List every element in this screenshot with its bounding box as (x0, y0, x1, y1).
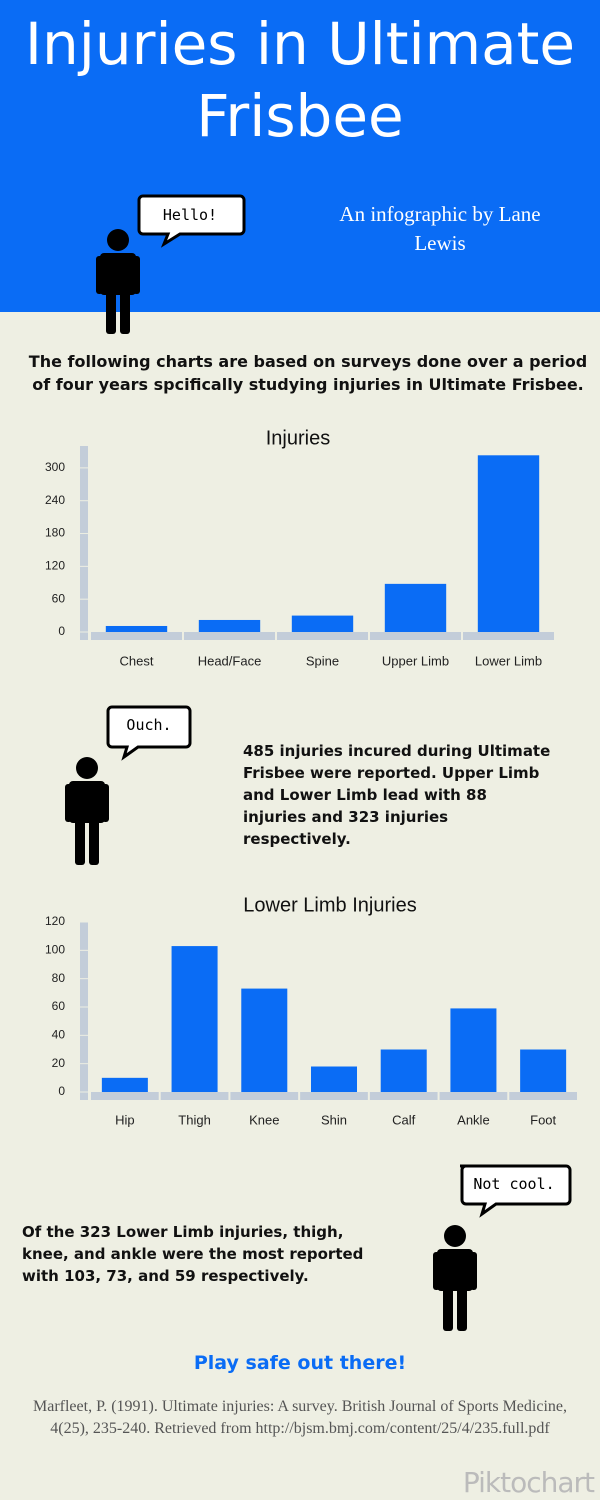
baseline-segment (300, 1092, 368, 1100)
bubble-text: Ouch. (126, 716, 171, 734)
chart-title: Lower Limb Injuries (243, 894, 416, 916)
x-tick-label: Upper Limb (382, 653, 449, 668)
x-tick-label: Lower Limb (475, 653, 542, 668)
baseline-segment (369, 1092, 438, 1100)
baseline-segment (91, 632, 182, 640)
y-tick-label: 240 (45, 493, 65, 507)
y-tick-label: 180 (45, 526, 65, 540)
bar (520, 1049, 567, 1092)
stick-figure (65, 757, 109, 865)
x-tick-label: Foot (530, 1112, 556, 1127)
bar (310, 1066, 358, 1092)
chart-title: Injuries (266, 427, 330, 449)
bar (384, 583, 447, 632)
speech-bubble (460, 1164, 572, 1218)
bar (291, 615, 354, 632)
y-tick-label: 0 (58, 1084, 65, 1098)
y-tick-label: 300 (45, 460, 65, 474)
summary-text: 485 injuries incured during Ultimate Fri… (243, 742, 551, 848)
bubble-text: Hello! (163, 206, 217, 224)
x-tick-label: Chest (120, 653, 154, 668)
citation: Marfleet, P. (1991). Ultimate injuries: … (33, 1398, 567, 1437)
bar (101, 1077, 148, 1092)
y-tick-label: 100 (45, 943, 65, 957)
baseline-segment (439, 1092, 508, 1100)
y-tick-label: 60 (52, 591, 66, 605)
slogan: Play safe out there! (193, 1352, 407, 1374)
baseline-segment (370, 632, 461, 640)
baseline-segment (463, 632, 554, 640)
x-tick-label: Hip (115, 1112, 135, 1127)
y-tick-label: 60 (52, 999, 66, 1013)
x-tick-label: Head/Face (198, 653, 262, 668)
watermark: Piktochart (462, 1466, 595, 1499)
y-tick-label: 120 (45, 559, 65, 573)
bar (171, 946, 218, 1092)
x-tick-label: Shin (321, 1112, 347, 1127)
x-tick-label: Calf (392, 1112, 416, 1127)
baseline-segment (184, 632, 275, 640)
x-tick-label: Thigh (178, 1112, 211, 1127)
y-tick-label: 120 (45, 914, 65, 928)
speech-bubble (137, 194, 246, 248)
bar (241, 988, 288, 1092)
bar (450, 1008, 497, 1092)
baseline-segment (277, 632, 368, 640)
y-tick-label: 80 (52, 971, 66, 985)
bar (477, 455, 540, 632)
baseline-segment (230, 1092, 299, 1100)
baseline-segment (509, 1092, 577, 1100)
stick-figure (96, 229, 140, 334)
bar (198, 619, 261, 632)
intro: The following charts are based on survey… (28, 352, 588, 394)
summary-text: Of the 323 Lower Limb injuries, thigh, k… (22, 1223, 364, 1285)
y-tick-label: 0 (58, 624, 65, 638)
x-tick-label: Ankle (457, 1112, 490, 1127)
baseline-segment (160, 1092, 229, 1100)
y-axis (80, 922, 88, 1100)
bar (380, 1049, 427, 1092)
x-tick-label: Spine (306, 653, 339, 668)
speech-bubble (106, 705, 192, 761)
stick-figure (433, 1225, 477, 1331)
byline: An infographic by Lane Lewis (339, 202, 541, 255)
y-axis (80, 446, 88, 640)
bar (105, 625, 168, 632)
x-tick-label: Knee (249, 1112, 279, 1127)
y-tick-label: 40 (52, 1028, 66, 1042)
y-tick-label: 20 (52, 1056, 66, 1070)
title: Injuries in Ultimate Frisbee (24, 10, 576, 150)
bubble-text: Not cool. (473, 1175, 554, 1193)
baseline-segment (91, 1092, 159, 1100)
